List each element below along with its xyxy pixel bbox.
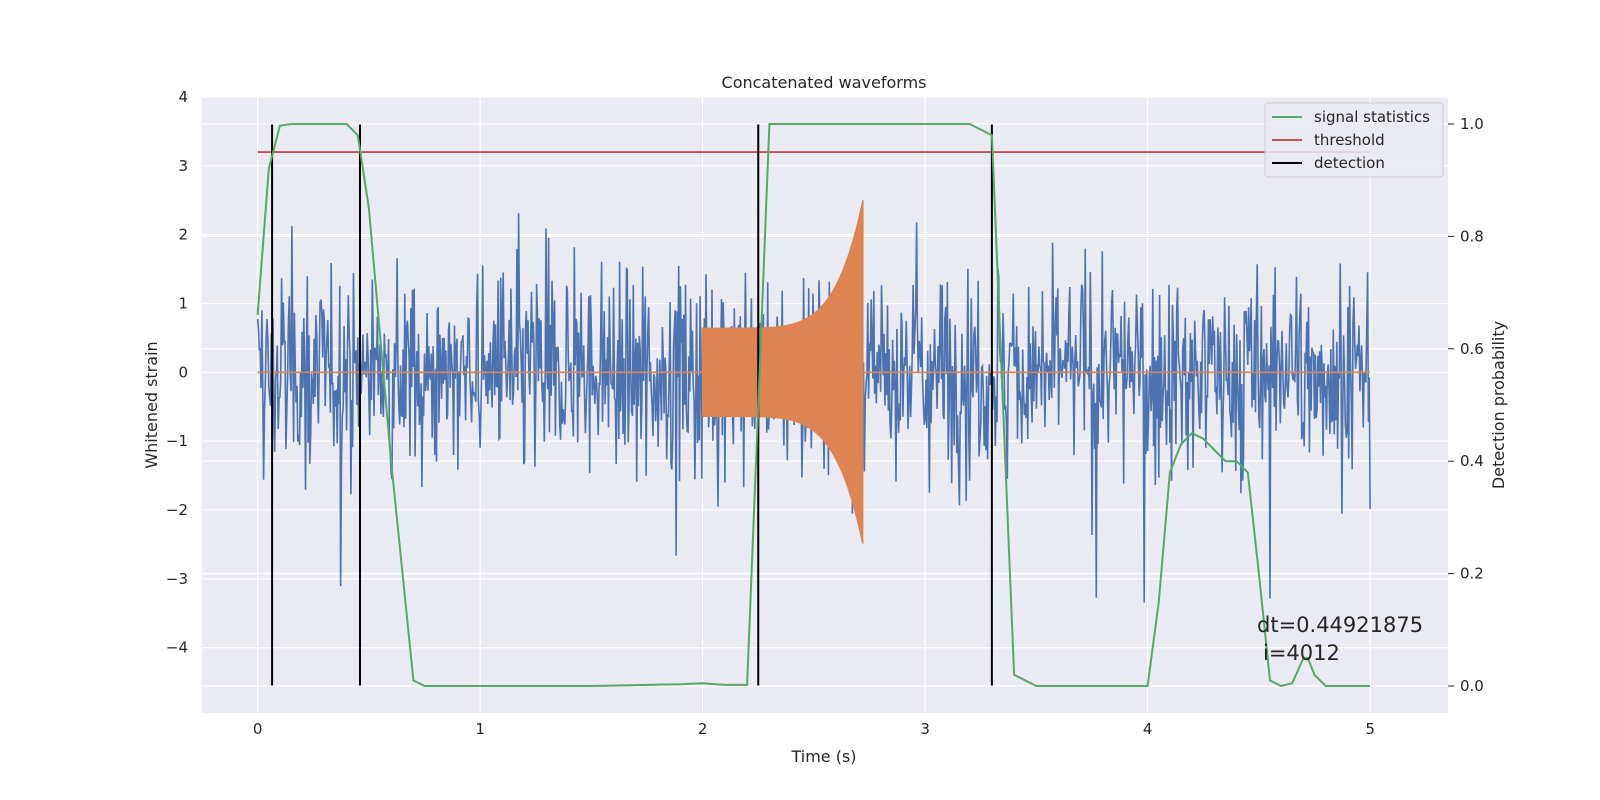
x-tick-label: 1 (475, 720, 485, 738)
y2-tick-label: 0.4 (1460, 452, 1484, 470)
y2-tick-label: 1.0 (1460, 115, 1484, 133)
y-tick-label: 0 (178, 363, 188, 381)
y-tick-label: −1 (166, 432, 188, 450)
legend-label-threshold: threshold (1314, 131, 1385, 149)
y-tick-label: −3 (166, 570, 188, 588)
y-tick-label: 2 (178, 226, 188, 244)
y2-tick-label: 0.0 (1460, 677, 1484, 695)
x-tick-label: 5 (1365, 720, 1375, 738)
legend: signal statistics threshold detection (1264, 102, 1444, 178)
y-tick-label: −2 (166, 501, 188, 519)
y-tick-label: 1 (178, 294, 188, 312)
series-injected-chirp (257, 200, 1371, 544)
annotation-index: i=4012 (1263, 641, 1340, 665)
x-tick-label: 2 (698, 720, 708, 738)
legend-label-signal-statistics: signal statistics (1314, 108, 1430, 126)
y2-tick-label: 0.8 (1460, 227, 1484, 245)
y2-tick-label: 0.2 (1460, 565, 1484, 583)
legend-label-detection: detection (1314, 154, 1385, 172)
chart-title: Concatenated waveforms (722, 73, 927, 92)
annotation-dt: dt=0.44921875 (1257, 613, 1423, 637)
y-tick-label: 3 (178, 157, 188, 175)
x-tick-label: 4 (1143, 720, 1153, 738)
y-tick-label: −4 (166, 639, 188, 657)
y-ticks: 4 3 2 1 0 −1 −2 −3 −4 (166, 88, 188, 657)
series-signal-statistics (256, 123, 1371, 688)
y-axis-label: Whitened strain (142, 341, 161, 468)
legend-box (1264, 102, 1444, 178)
x-tick-label: 0 (253, 720, 263, 738)
x-axis-label: Time (s) (790, 747, 856, 766)
y2-tick-label: 0.6 (1460, 340, 1484, 358)
x-tick-label: 3 (920, 720, 930, 738)
y2-ticks: 1.0 0.8 0.6 0.4 0.2 0.0 (1448, 115, 1484, 695)
y2-axis-label: Detection probability (1489, 321, 1508, 489)
y-tick-label: 4 (178, 88, 188, 106)
x-ticks: 0 1 2 3 4 5 (253, 720, 1375, 738)
